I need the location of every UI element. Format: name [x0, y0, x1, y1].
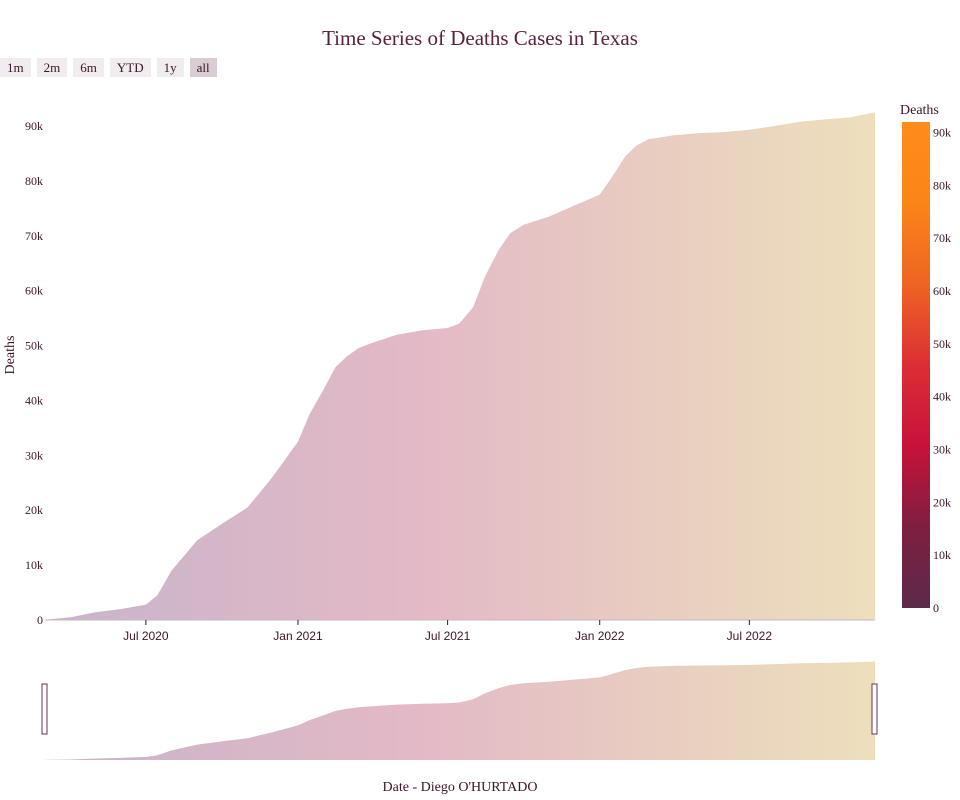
x-axis: Jul 2020 Jan 2021 Jul 2021 Jan 2022 Jul 2022: [123, 620, 772, 643]
range-button-6m[interactable]: 6m: [73, 58, 104, 77]
x-tick-label: Jan 2022: [575, 629, 625, 643]
y-tick-label: 0: [37, 613, 43, 627]
x-tick-label: Jul 2022: [727, 629, 773, 643]
colorbar: Deaths 0 10k 20k 30k 40k 50k 60k 70k 80k 90k: [900, 103, 951, 615]
y-tick-label: 70k: [25, 229, 43, 243]
colorbar-tick-label: 60k: [933, 284, 951, 298]
colorbar-tick-label: 10k: [933, 548, 951, 562]
y-tick-label: 40k: [25, 393, 43, 407]
y-axis-label: Deaths: [3, 336, 18, 375]
area-series[interactable]: [45, 112, 875, 621]
y-tick-label: 10k: [25, 558, 43, 572]
colorbar-tick-label: 30k: [933, 443, 951, 457]
main-plot-area[interactable]: [45, 112, 875, 621]
range-button-ytd[interactable]: YTD: [109, 58, 151, 77]
y-axis: 0 10k 20k 30k 40k 50k 60k 70k 80k 90k: [25, 119, 43, 627]
colorbar-tick-label: 20k: [933, 495, 951, 509]
y-tick-label: 20k: [25, 503, 43, 517]
range-slider-right-handle[interactable]: [871, 683, 878, 735]
colorbar-tick-label: 50k: [933, 337, 951, 351]
colorbar-tick-label: 90k: [933, 126, 951, 140]
range-button-2m[interactable]: 2m: [36, 58, 68, 77]
y-tick-label: 30k: [25, 448, 43, 462]
range-button-1y[interactable]: 1y: [156, 58, 184, 77]
colorbar-tick-label: 80k: [933, 178, 951, 192]
x-tick-label: Jul 2020: [123, 629, 169, 643]
x-tick-label: Jan 2021: [273, 629, 323, 643]
y-tick-label: 50k: [25, 339, 43, 353]
range-slider[interactable]: [41, 661, 878, 761]
colorbar-tick-label: 0: [933, 601, 939, 615]
x-tick-label: Jul 2021: [425, 629, 471, 643]
colorbar-title: Deaths: [900, 103, 939, 118]
colorbar-tick-label: 40k: [933, 390, 951, 404]
range-slider-left-handle[interactable]: [41, 683, 48, 735]
range-selector: 1m 2m 6m YTD 1y all: [0, 58, 217, 77]
range-slider-area: [45, 661, 875, 760]
range-button-1m[interactable]: 1m: [0, 58, 31, 77]
colorbar-scale: [902, 122, 930, 608]
colorbar-tick-label: 70k: [933, 231, 951, 245]
y-tick-label: 60k: [25, 284, 43, 298]
y-tick-label: 80k: [25, 174, 43, 188]
x-axis-label: Date - Diego O'HURTADO: [383, 780, 538, 795]
colorbar-ticks: 0 10k 20k 30k 40k 50k 60k 70k 80k 90k: [933, 126, 951, 615]
range-button-all[interactable]: all: [189, 58, 217, 77]
y-tick-label: 90k: [25, 119, 43, 133]
chart-title: Time Series of Deaths Cases in Texas: [322, 26, 638, 50]
